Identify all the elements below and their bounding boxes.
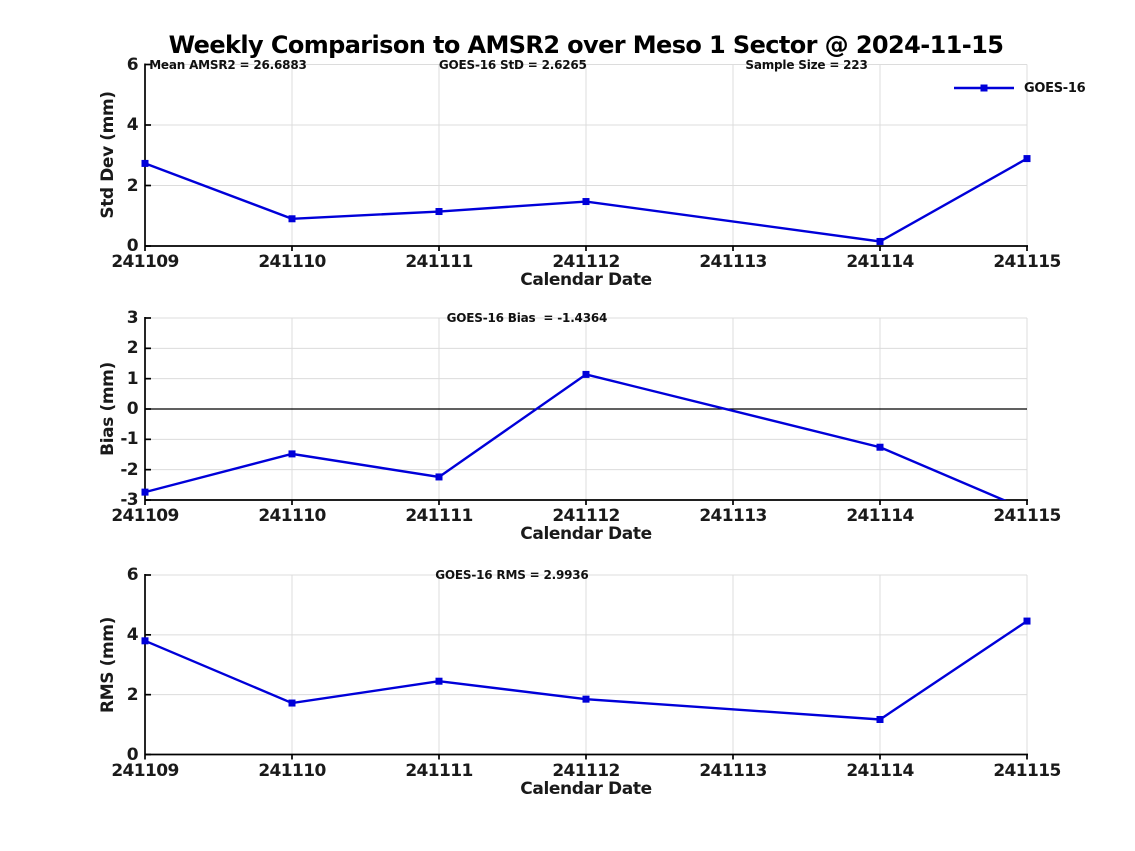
x-axis-label: Calendar Date (520, 524, 652, 544)
y-tick-label: 1 (126, 368, 139, 389)
y-tick-label: 0 (126, 744, 139, 765)
data-point-marker (876, 443, 884, 451)
data-point-marker (288, 215, 296, 223)
x-axis-label: Calendar Date (520, 270, 652, 290)
legend-label: GOES-16 (1024, 80, 1086, 96)
x-tick-label: 241111 (405, 760, 473, 781)
y-axis-label: Std Dev (mm) (98, 91, 118, 219)
plot-annotation: GOES-16 StD = 2.6265 (438, 57, 587, 72)
data-point-marker (435, 208, 443, 216)
x-tick-label: 241111 (405, 252, 473, 272)
y-tick-label: 6 (126, 54, 139, 75)
y-tick-label: 2 (126, 338, 139, 359)
data-point-marker (435, 677, 443, 685)
x-tick-label: 241111 (405, 506, 473, 526)
plot-annotation: GOES-16 RMS = 2.9936 (435, 568, 589, 582)
legend: GOES-16 (953, 78, 1086, 98)
x-tick-label: 241112 (552, 252, 620, 272)
x-tick-label: 241115 (993, 252, 1061, 272)
data-point-marker (582, 370, 590, 378)
y-tick-label: 4 (126, 624, 139, 645)
y-tick-label: 4 (126, 115, 139, 135)
data-point-marker (141, 159, 149, 167)
x-tick-label: 241110 (258, 506, 326, 526)
data-point-marker (288, 699, 296, 707)
plot-annotation: Sample Size = 223 (745, 57, 868, 72)
x-tick-label: 241109 (111, 506, 179, 526)
x-tick-label: 241112 (552, 506, 620, 526)
data-point-marker (582, 198, 590, 206)
x-tick-label: 241114 (846, 252, 914, 272)
data-point-marker (435, 473, 443, 481)
y-tick-label: 0 (126, 399, 139, 419)
y-axis-label: RMS (mm) (98, 616, 118, 713)
data-point-marker (582, 695, 590, 703)
x-tick-label: 241110 (258, 252, 326, 272)
x-axis-label: Calendar Date (520, 778, 652, 799)
data-point-marker (876, 237, 884, 245)
data-point-marker (1023, 155, 1031, 163)
y-tick-label: 2 (126, 175, 139, 196)
y-tick-label: -3 (120, 490, 138, 510)
x-tick-label: 241110 (258, 760, 326, 781)
y-tick-label: 3 (126, 308, 139, 328)
x-tick-label: 241109 (111, 760, 179, 781)
x-tick-label: 241113 (699, 506, 767, 526)
y-tick-label: -1 (120, 429, 138, 450)
x-tick-label: 241115 (993, 506, 1061, 526)
x-tick-label: 241109 (111, 252, 179, 272)
x-tick-label: 241114 (846, 760, 914, 781)
y-tick-label: 2 (126, 684, 139, 705)
series-line-GOES-16 (144, 157, 1028, 243)
plot-annotation: GOES-16 Bias = -1.4364 (446, 311, 608, 325)
y-tick-label: 0 (126, 236, 139, 256)
plot-annotation: Mean AMSR2 = 26.6883 (149, 57, 307, 72)
y-axis-label: Bias (mm) (98, 362, 118, 456)
data-point-marker (876, 715, 884, 723)
data-point-marker (288, 450, 296, 458)
x-tick-label: 241113 (699, 252, 767, 272)
x-tick-label: 241114 (846, 506, 914, 526)
data-point-marker (141, 488, 149, 496)
x-tick-label: 241113 (699, 760, 767, 781)
legend-line-icon (954, 84, 1014, 92)
data-point-marker (1023, 617, 1031, 625)
x-tick-label: 241115 (993, 760, 1061, 781)
figure-title: Weekly Comparison to AMSR2 over Meso 1 S… (168, 31, 1004, 59)
x-tick-label: 241112 (552, 760, 620, 781)
data-point-marker (141, 637, 149, 645)
y-tick-label: -2 (120, 459, 138, 480)
series-line-GOES-16 (144, 373, 1007, 500)
series-line-GOES-16 (144, 620, 1028, 721)
y-tick-label: 6 (126, 565, 139, 585)
